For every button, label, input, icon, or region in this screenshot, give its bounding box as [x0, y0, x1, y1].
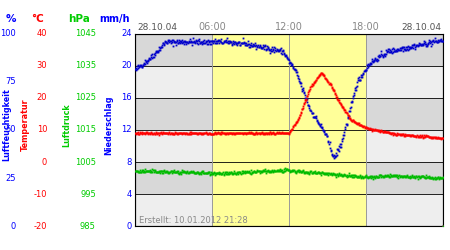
Text: 995: 995 [80, 190, 96, 199]
Text: -20: -20 [34, 222, 47, 231]
Text: 1015: 1015 [75, 126, 96, 134]
Text: 100: 100 [0, 29, 16, 38]
Text: -10: -10 [34, 190, 47, 199]
Text: 30: 30 [36, 61, 47, 70]
Text: 0: 0 [126, 222, 131, 231]
Text: 16: 16 [121, 94, 131, 102]
Text: 10: 10 [37, 126, 47, 134]
Text: Temperatur: Temperatur [21, 99, 30, 151]
Text: mm/h: mm/h [99, 14, 130, 24]
Text: 8: 8 [126, 158, 131, 166]
Bar [212, 130, 366, 162]
Bar [212, 98, 366, 130]
Bar [135, 162, 443, 194]
Text: 4: 4 [126, 190, 131, 199]
Text: 50: 50 [5, 126, 16, 134]
Bar [135, 130, 443, 162]
Text: 75: 75 [5, 78, 16, 86]
Bar [212, 194, 366, 226]
Bar [212, 162, 366, 194]
Text: Erstellt: 10.01.2012 21:28: Erstellt: 10.01.2012 21:28 [139, 216, 248, 225]
Text: Luftfeuchtigkeit: Luftfeuchtigkeit [2, 89, 11, 162]
Text: 12: 12 [121, 126, 131, 134]
Bar [135, 34, 443, 66]
Bar [212, 34, 366, 66]
Text: 1025: 1025 [75, 94, 96, 102]
Bar [212, 66, 366, 98]
Text: 20: 20 [37, 94, 47, 102]
Bar [135, 98, 443, 130]
Text: hPa: hPa [68, 14, 90, 24]
Text: 20: 20 [121, 61, 131, 70]
Text: 1045: 1045 [75, 29, 96, 38]
Text: Niederschlag: Niederschlag [104, 95, 113, 155]
Text: °C: °C [31, 14, 44, 24]
Text: 0: 0 [42, 158, 47, 166]
Text: 28.10.04: 28.10.04 [401, 24, 441, 32]
Text: 28.10.04: 28.10.04 [137, 24, 177, 32]
Bar [135, 66, 443, 98]
Text: 24: 24 [121, 29, 131, 38]
Text: 985: 985 [80, 222, 96, 231]
Text: 1005: 1005 [75, 158, 96, 166]
Text: Luftdruck: Luftdruck [62, 103, 71, 147]
Text: 1035: 1035 [75, 61, 96, 70]
Bar [135, 194, 443, 226]
Text: 0: 0 [10, 222, 16, 231]
Text: 25: 25 [5, 174, 16, 182]
Text: 40: 40 [37, 29, 47, 38]
Text: %: % [6, 14, 17, 24]
